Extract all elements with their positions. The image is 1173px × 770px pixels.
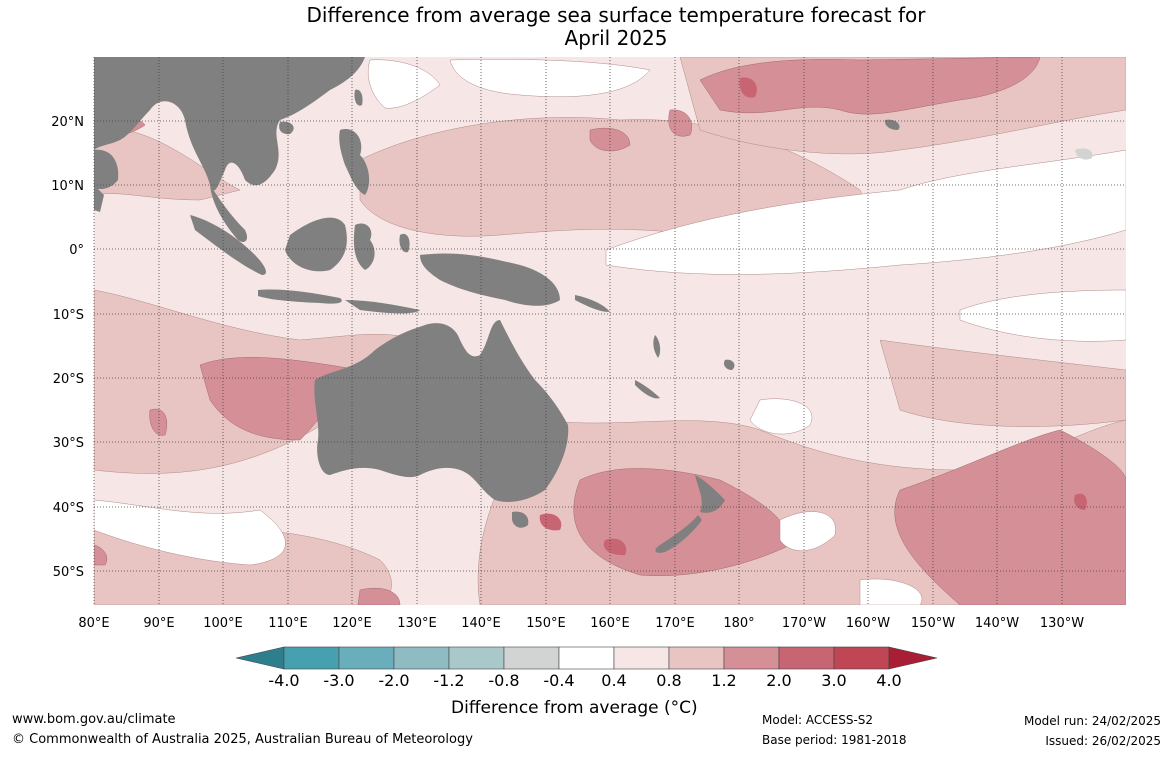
- longitude-labels: 80°E 90°E 100°E 110°E 120°E 130°E 140°E …: [78, 616, 1084, 631]
- colorbar-swatch: [503, 646, 560, 670]
- colorbar-label: 3.0: [821, 671, 846, 690]
- lon-label: 160°W: [846, 616, 890, 631]
- anomaly-band-neutral: [94, 59, 1126, 605]
- lon-label: 100°E: [203, 616, 243, 631]
- anomaly-band-2.0-3.0: [539, 77, 1087, 556]
- colorbar-swatch: [338, 646, 395, 670]
- graticule: [93, 57, 1126, 605]
- map-title: Difference from average sea surface temp…: [0, 4, 1173, 50]
- colorbar-label: 1.2: [711, 671, 736, 690]
- lat-label: 30°S: [53, 436, 84, 451]
- issued-date: Issued: 26/02/2025: [1045, 734, 1161, 748]
- lon-label: 110°E: [268, 616, 308, 631]
- colorbar-swatch: [283, 646, 340, 670]
- lon-label: 80°E: [78, 616, 109, 631]
- lat-label: 40°S: [53, 501, 84, 516]
- lat-label: 50°S: [53, 565, 84, 580]
- website-link[interactable]: www.bom.gov.au/climate: [12, 712, 176, 727]
- colorbar-label: 0.4: [601, 671, 626, 690]
- lat-label: 10°S: [53, 308, 84, 323]
- colorbar-min-arrow: [235, 646, 285, 670]
- land-masses: [94, 57, 900, 553]
- model-run-date: Model run: 24/02/2025: [1023, 714, 1161, 728]
- colorbar-swatch: [833, 646, 890, 670]
- lon-label: 120°E: [332, 616, 372, 631]
- lon-label: 140°E: [461, 616, 501, 631]
- copyright-text: © Commonwealth of Australia 2025, Austra…: [12, 732, 473, 747]
- model-name: Model: ACCESS-S2: [762, 713, 874, 727]
- lon-label: 150°W: [911, 616, 955, 631]
- colorbar-label: -0.4: [543, 671, 574, 690]
- colorbar-label: -4.0: [268, 671, 299, 690]
- colorbar-label: -2.0: [378, 671, 409, 690]
- colorbar-label: -0.8: [488, 671, 519, 690]
- colorbar-swatch: [668, 646, 725, 670]
- colorbar-swatch: [393, 646, 450, 670]
- lon-label: 180°: [723, 616, 754, 631]
- lon-label: 170°E: [655, 616, 695, 631]
- title-line-1: Difference from average sea surface temp…: [306, 3, 926, 27]
- lon-label: 170°W: [782, 616, 826, 631]
- colorbar-label: -3.0: [323, 671, 354, 690]
- colorbar-max-arrow: [888, 646, 938, 670]
- lon-label: 130°E: [397, 616, 437, 631]
- colorbar-swatch: [558, 646, 615, 670]
- colorbar-swatch: [448, 646, 505, 670]
- colorbar-title: Difference from average (°C): [451, 698, 698, 718]
- lon-label: 90°E: [143, 616, 174, 631]
- colorbar-swatch: [723, 646, 780, 670]
- lon-label: 130°W: [1040, 616, 1084, 631]
- colorbar-label: 2.0: [766, 671, 791, 690]
- lon-label: 150°E: [526, 616, 566, 631]
- colorbar-label: 4.0: [876, 671, 901, 690]
- base-period: Base period: 1981-2018: [762, 733, 907, 747]
- lat-label: 20°S: [53, 372, 84, 387]
- title-line-2: April 2025: [564, 26, 668, 50]
- colorbar-label: -1.2: [433, 671, 464, 690]
- lat-label: 20°N: [51, 115, 84, 130]
- lat-label: 0°: [69, 243, 84, 258]
- colorbar: [235, 646, 938, 670]
- small-island: [1075, 148, 1093, 160]
- latitude-labels: 20°N 10°N 0° 10°S 20°S 30°S 40°S 50°S: [51, 115, 84, 580]
- lat-label: 10°N: [51, 179, 84, 194]
- colorbar-swatch: [778, 646, 835, 670]
- colorbar-labels: -4.0 -3.0 -2.0 -1.2 -0.8 -0.4 0.4 0.8 1.…: [268, 671, 901, 690]
- lon-label: 160°E: [590, 616, 630, 631]
- lon-label: 140°W: [975, 616, 1019, 631]
- colorbar-label: 0.8: [656, 671, 681, 690]
- colorbar-swatch: [613, 646, 670, 670]
